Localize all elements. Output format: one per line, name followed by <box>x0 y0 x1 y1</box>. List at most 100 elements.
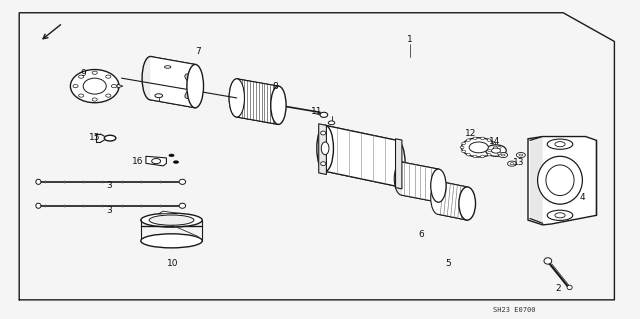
Ellipse shape <box>555 142 565 147</box>
Ellipse shape <box>467 153 470 156</box>
Ellipse shape <box>149 215 194 225</box>
Ellipse shape <box>508 161 516 166</box>
Polygon shape <box>438 181 467 220</box>
Ellipse shape <box>185 74 199 85</box>
Ellipse shape <box>179 179 186 184</box>
Ellipse shape <box>328 121 335 125</box>
Text: 10: 10 <box>167 259 179 268</box>
Polygon shape <box>528 137 596 225</box>
Text: 3: 3 <box>106 181 111 189</box>
Ellipse shape <box>70 70 119 103</box>
Ellipse shape <box>501 154 505 156</box>
Text: 7: 7 <box>196 47 201 56</box>
Ellipse shape <box>141 234 202 248</box>
Text: 11: 11 <box>311 107 323 116</box>
Ellipse shape <box>462 150 466 153</box>
Ellipse shape <box>271 86 286 124</box>
Polygon shape <box>146 156 166 166</box>
Text: 16: 16 <box>132 157 143 166</box>
Ellipse shape <box>499 152 508 158</box>
Ellipse shape <box>321 142 329 155</box>
Ellipse shape <box>492 150 495 153</box>
Polygon shape <box>325 125 397 186</box>
Ellipse shape <box>36 203 41 208</box>
Ellipse shape <box>497 146 501 148</box>
Ellipse shape <box>461 138 496 157</box>
Ellipse shape <box>320 112 328 117</box>
Ellipse shape <box>538 156 582 204</box>
Ellipse shape <box>92 98 97 101</box>
Text: SH23 E0700: SH23 E0700 <box>493 307 535 313</box>
Ellipse shape <box>187 64 204 108</box>
Ellipse shape <box>555 213 565 218</box>
Ellipse shape <box>473 155 477 158</box>
Text: 4: 4 <box>580 193 585 202</box>
Ellipse shape <box>185 87 199 98</box>
Ellipse shape <box>155 94 163 98</box>
Ellipse shape <box>459 187 476 220</box>
Ellipse shape <box>106 94 111 97</box>
Polygon shape <box>396 139 402 189</box>
Ellipse shape <box>317 125 333 171</box>
Ellipse shape <box>493 146 497 149</box>
Polygon shape <box>530 137 543 223</box>
Polygon shape <box>150 56 195 108</box>
Ellipse shape <box>142 56 159 100</box>
Ellipse shape <box>567 285 572 290</box>
Text: 8: 8 <box>273 82 278 91</box>
Ellipse shape <box>104 135 116 141</box>
Ellipse shape <box>492 142 495 145</box>
Ellipse shape <box>73 85 78 88</box>
Ellipse shape <box>111 85 116 88</box>
Ellipse shape <box>462 142 466 145</box>
Text: 1: 1 <box>407 35 412 44</box>
Ellipse shape <box>394 162 410 195</box>
Ellipse shape <box>79 75 84 78</box>
Ellipse shape <box>431 181 446 214</box>
Ellipse shape <box>169 154 174 157</box>
Ellipse shape <box>229 79 244 117</box>
Ellipse shape <box>481 137 484 140</box>
Polygon shape <box>319 124 326 174</box>
Ellipse shape <box>516 152 525 158</box>
Ellipse shape <box>388 140 405 186</box>
Text: 12: 12 <box>465 130 476 138</box>
Ellipse shape <box>229 79 244 117</box>
Ellipse shape <box>469 142 488 153</box>
Ellipse shape <box>106 75 111 78</box>
Ellipse shape <box>492 148 500 153</box>
Ellipse shape <box>467 139 470 141</box>
Ellipse shape <box>488 150 492 152</box>
Ellipse shape <box>486 145 506 156</box>
Ellipse shape <box>510 163 514 165</box>
Ellipse shape <box>547 210 573 220</box>
Text: 13: 13 <box>513 158 524 167</box>
Text: 5: 5 <box>445 259 451 268</box>
Ellipse shape <box>152 159 161 164</box>
Text: 6: 6 <box>419 230 424 239</box>
Ellipse shape <box>83 78 106 94</box>
Ellipse shape <box>79 94 84 97</box>
Text: 14: 14 <box>489 137 500 146</box>
Polygon shape <box>117 84 123 88</box>
Polygon shape <box>402 162 438 202</box>
Ellipse shape <box>92 71 97 74</box>
Ellipse shape <box>36 179 41 184</box>
Ellipse shape <box>473 137 477 140</box>
Ellipse shape <box>164 66 171 68</box>
Text: 3: 3 <box>106 206 111 215</box>
Ellipse shape <box>547 139 573 149</box>
Ellipse shape <box>321 162 326 166</box>
Ellipse shape <box>487 139 491 141</box>
Polygon shape <box>159 211 178 214</box>
Ellipse shape <box>173 161 179 163</box>
Ellipse shape <box>460 146 464 149</box>
Ellipse shape <box>481 155 484 158</box>
Ellipse shape <box>519 154 523 156</box>
Ellipse shape <box>179 203 186 208</box>
Ellipse shape <box>497 153 501 155</box>
Ellipse shape <box>321 131 326 135</box>
Ellipse shape <box>544 258 552 264</box>
Ellipse shape <box>431 169 446 202</box>
Ellipse shape <box>487 153 491 156</box>
